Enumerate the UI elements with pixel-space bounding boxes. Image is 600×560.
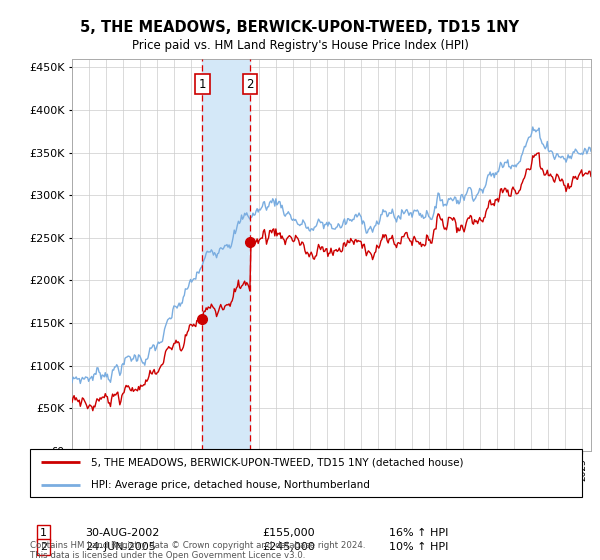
Text: 16% ↑ HPI: 16% ↑ HPI bbox=[389, 528, 448, 538]
Text: 1: 1 bbox=[40, 528, 47, 538]
Text: £245,000: £245,000 bbox=[262, 542, 315, 552]
FancyBboxPatch shape bbox=[30, 449, 582, 497]
Text: HPI: Average price, detached house, Northumberland: HPI: Average price, detached house, Nort… bbox=[91, 480, 370, 490]
Text: 24-JUN-2005: 24-JUN-2005 bbox=[85, 542, 156, 552]
Text: £155,000: £155,000 bbox=[262, 528, 314, 538]
Text: 30-AUG-2002: 30-AUG-2002 bbox=[85, 528, 160, 538]
Text: 5, THE MEADOWS, BERWICK-UPON-TWEED, TD15 1NY: 5, THE MEADOWS, BERWICK-UPON-TWEED, TD15… bbox=[80, 20, 520, 35]
Text: Price paid vs. HM Land Registry's House Price Index (HPI): Price paid vs. HM Land Registry's House … bbox=[131, 39, 469, 52]
Text: 2: 2 bbox=[40, 542, 47, 552]
Text: 10% ↑ HPI: 10% ↑ HPI bbox=[389, 542, 448, 552]
Text: 5, THE MEADOWS, BERWICK-UPON-TWEED, TD15 1NY (detached house): 5, THE MEADOWS, BERWICK-UPON-TWEED, TD15… bbox=[91, 458, 463, 468]
Text: 1: 1 bbox=[199, 78, 206, 91]
Text: 2: 2 bbox=[247, 78, 254, 91]
Text: Contains HM Land Registry data © Crown copyright and database right 2024.
This d: Contains HM Land Registry data © Crown c… bbox=[30, 540, 365, 560]
Bar bbox=[202, 59, 250, 451]
